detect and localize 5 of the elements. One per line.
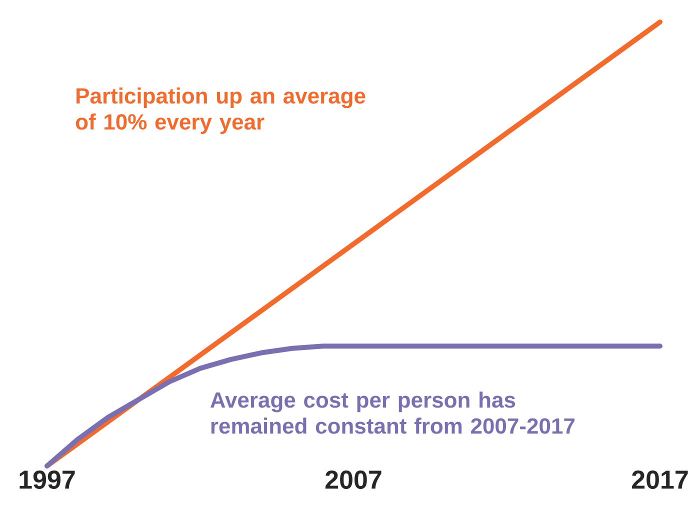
annotation: Average cost per person has remained constant from 2007-2017 xyxy=(210,392,574,434)
x-tick-label: 2017 xyxy=(632,470,688,489)
annotation: Participation up an average of 10% every year xyxy=(76,88,366,134)
x-tick-label: 1997 xyxy=(20,470,75,489)
x-tick-label: 2007 xyxy=(325,470,382,489)
